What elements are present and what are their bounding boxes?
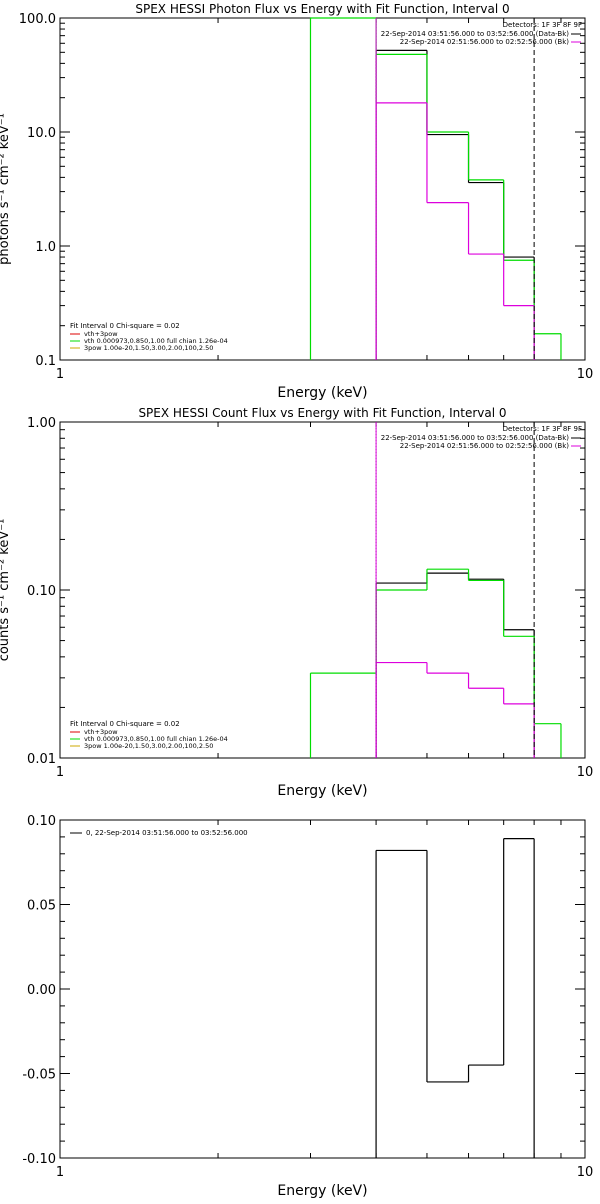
chart-title: SPEX HESSI Photon Flux vs Energy with Fi… <box>135 2 509 16</box>
series-1 <box>375 572 535 758</box>
series-3 <box>375 661 535 758</box>
series-2 <box>309 568 562 758</box>
x-tick-label: 10 <box>577 367 594 382</box>
series-3 <box>375 102 535 360</box>
y-tick-label: 0.05 <box>27 899 56 914</box>
chart-panel-3: 1 10 Energy (keV) -0.10 -0.05 0.00 0.05 0.10 0, … <box>22 814 593 1199</box>
x-tick-label: 10 <box>577 1165 594 1180</box>
legend-entry: vth+3pow <box>84 330 118 338</box>
y-tick-label: 0.1 <box>35 354 56 369</box>
series-2 <box>309 17 562 360</box>
legend-entry: 22-Sep-2014 03:51:56.000 to 03:52:56.000… <box>381 434 570 442</box>
y-tick-label: 0.10 <box>27 584 56 599</box>
legend-entry: 22-Sep-2014 02:51:56.000 to 02:52:56.000… <box>400 38 570 46</box>
y-tick-label: -0.10 <box>22 1152 56 1167</box>
series-1 <box>375 837 535 1158</box>
chart-title: SPEX HESSI Count Flux vs Energy with Fit… <box>138 406 506 420</box>
legend-header: Fit Interval 0 Chi-square = 0.02 <box>70 322 180 330</box>
y-axis-label: counts s⁻¹ cm⁻² keV⁻¹ <box>0 519 12 662</box>
y-tick-label: 1.0 <box>35 240 56 255</box>
x-tick-label: 1 <box>56 765 64 780</box>
x-tick-label: 10 <box>577 765 594 780</box>
legend-entry: vth 0.000973,0.850,1.00 full chian 1.26e… <box>84 337 228 345</box>
legend-entry: vth+3pow <box>84 728 118 736</box>
chart-panel-2: SPEX HESSI Count Flux vs Energy with Fit… <box>0 406 593 799</box>
x-tick-label: 1 <box>56 1165 64 1180</box>
x-axis-label: Energy (keV) <box>277 1183 367 1199</box>
legend-entry: 0, 22-Sep-2014 03:51:56.000 to 03:52:56.… <box>86 829 248 837</box>
y-tick-label: 0.01 <box>27 752 56 767</box>
x-tick-label: 1 <box>56 367 64 382</box>
y-tick-label: 100.0 <box>19 12 56 27</box>
x-axis-label: Energy (keV) <box>277 783 367 799</box>
legend-entry: 22-Sep-2014 02:51:56.000 to 02:52:56.000… <box>400 442 570 450</box>
legend-header: Detectors: 1F 3F 8F 9F <box>503 425 582 433</box>
legend-entry: 22-Sep-2014 03:51:56.000 to 03:52:56.000… <box>381 30 570 38</box>
y-tick-label: 1.00 <box>27 416 56 431</box>
legend-header: Fit Interval 0 Chi-square = 0.02 <box>70 720 180 728</box>
y-tick-label: 10.0 <box>27 126 56 141</box>
legend-entry: 3pow 1.00e-20,1.50,3.00,2.00,100,2.50 <box>84 344 213 352</box>
legend-entry: vth 0.000973,0.850,1.00 full chian 1.26e… <box>84 735 228 743</box>
legend-header: Detectors: 1F 3F 8F 9F <box>503 21 582 29</box>
y-tick-label: 0.10 <box>27 814 56 829</box>
x-axis-label: Energy (keV) <box>277 385 367 401</box>
series-1 <box>375 49 535 360</box>
plot-frame <box>59 421 586 759</box>
y-axis-label: photons s⁻¹ cm⁻² keV⁻¹ <box>0 113 12 265</box>
plot-frame <box>59 819 586 1159</box>
legend-entry: 3pow 1.00e-20,1.50,3.00,2.00,100,2.50 <box>84 742 213 750</box>
y-tick-label: 0.00 <box>27 983 56 998</box>
chart-panel-1: SPEX HESSI Photon Flux vs Energy with Fi… <box>0 2 593 401</box>
plot-frame <box>59 17 586 361</box>
y-tick-label: -0.05 <box>22 1068 56 1083</box>
